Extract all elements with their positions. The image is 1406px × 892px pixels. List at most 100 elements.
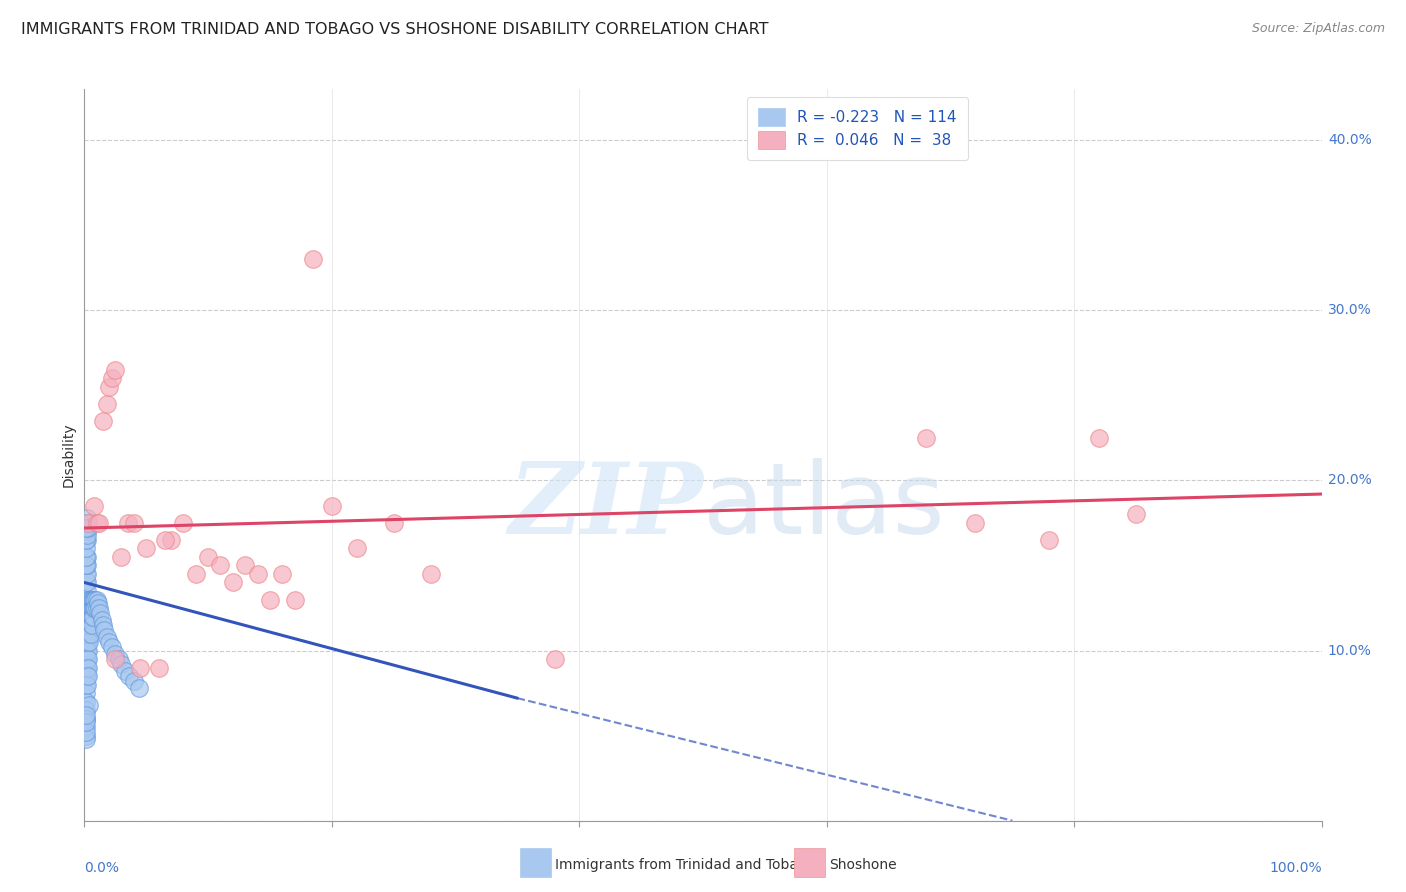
Point [75,635,97,649]
Point [75,708,97,723]
Point [76,524,98,539]
Point [419,566,441,581]
Point [89,601,111,615]
Point [76,592,98,607]
Point [87,596,110,610]
Point [84,592,107,607]
Point [75,725,97,739]
Point [76,549,98,564]
Point [75,592,97,607]
Point [75,575,97,590]
Point [79,618,101,632]
Point [77,652,100,666]
Point [75,613,97,627]
Point [86,516,108,530]
Point [76,575,98,590]
Point [110,549,132,564]
Point [382,516,405,530]
Point [104,647,127,661]
Point [76,660,98,674]
Point [75,731,97,746]
Point [75,643,97,657]
Text: 40.0%: 40.0% [1327,133,1372,147]
Point [76,626,98,640]
Point [93,623,115,637]
Point [77,618,100,632]
Point [108,652,131,666]
Point [914,431,936,445]
Point [76,566,98,581]
Point [98,380,121,394]
Point [117,516,139,530]
Point [75,630,97,644]
Point [77,660,100,674]
Point [76,533,98,547]
Point [135,541,157,556]
Point [77,516,100,530]
Point [148,660,170,674]
Point [79,613,101,627]
Point [80,609,103,624]
Legend: R = -0.223   N = 114, R =  0.046   N =  38: R = -0.223 N = 114, R = 0.046 N = 38 [747,97,967,160]
Text: 0.0%: 0.0% [84,861,120,875]
Point [76,516,98,530]
Point [75,695,97,709]
Point [76,652,98,666]
Point [75,686,97,700]
Point [76,630,98,644]
Text: Source: ZipAtlas.com: Source: ZipAtlas.com [1251,22,1385,36]
Point [79,618,101,632]
Point [76,609,98,624]
Point [75,703,97,717]
Point [100,640,122,654]
Point [1125,508,1147,522]
Point [91,618,114,632]
Point [76,558,98,573]
Point [96,630,118,644]
Point [77,521,100,535]
Point [184,566,207,581]
Point [89,516,111,530]
Point [77,669,100,683]
Point [75,652,97,666]
Point [91,414,114,428]
Point [75,669,97,683]
Text: 30.0%: 30.0% [1327,303,1372,318]
Y-axis label: Disability: Disability [62,423,76,487]
Point [86,601,108,615]
Point [122,674,145,689]
Point [79,601,101,615]
Point [82,592,104,607]
Point [79,592,101,607]
Point [77,635,100,649]
Point [79,626,101,640]
Point [82,601,104,615]
Point [346,541,368,556]
Text: Shoshone: Shoshone [830,858,897,872]
Point [122,516,145,530]
Point [75,720,97,734]
Point [80,618,103,632]
Point [160,533,183,547]
Text: atlas: atlas [703,458,945,555]
Point [321,499,343,513]
Point [83,601,105,615]
Point [75,677,97,691]
Point [75,623,97,637]
Point [83,499,105,513]
Point [75,618,97,632]
Point [79,623,101,637]
Point [965,516,987,530]
Point [84,601,107,615]
Point [129,660,152,674]
Point [79,601,101,615]
Point [302,252,325,267]
Text: 100.0%: 100.0% [1270,861,1322,875]
Point [75,558,97,573]
Point [222,575,245,590]
Point [76,613,98,627]
Point [79,592,101,607]
Point [75,714,97,729]
Point [209,558,232,573]
Point [104,652,127,666]
